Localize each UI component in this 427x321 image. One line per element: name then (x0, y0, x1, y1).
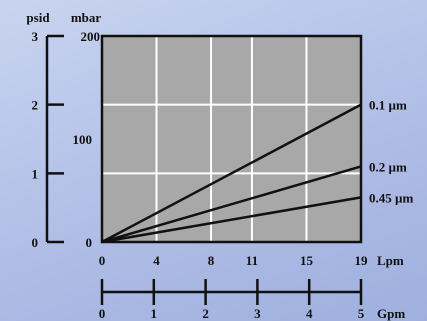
lpm-axis-label: Lpm (377, 253, 404, 268)
gpm-axis-label: Gpm (377, 306, 405, 321)
series-line-2 (101, 165, 362, 244)
series-label: 0.45 µm (369, 190, 413, 205)
psid-axis-label: psid (26, 10, 50, 25)
gpm-tick-label: 4 (306, 306, 313, 321)
lpm-tick-label: 19 (355, 253, 369, 268)
plot-frame (100, 34, 363, 244)
lpm-tick-label: 0 (99, 253, 106, 268)
mbar-tick-label: 200 (81, 29, 101, 44)
mbar-tick-label: 100 (73, 132, 93, 147)
psid-tick-label: 0 (32, 235, 39, 250)
series-label: 0.2 µm (369, 159, 407, 174)
series-line-1 (101, 103, 362, 244)
gpm-tick-label: 0 (99, 306, 106, 321)
lpm-tick-label: 4 (153, 253, 160, 268)
psid-tick-label: 2 (32, 98, 39, 113)
plot-area (102, 36, 361, 242)
gpm-tick-label: 1 (151, 306, 158, 321)
series-label: 0.1 µm (369, 98, 407, 113)
gpm-tick-label: 3 (254, 306, 261, 321)
mbar-axis-label: mbar (71, 10, 102, 25)
lpm-tick-label: 11 (246, 253, 258, 268)
gpm-tick-label: 5 (358, 306, 365, 321)
psid-tick-label: 3 (32, 29, 39, 44)
psid-tick-label: 1 (32, 166, 39, 181)
mbar-tick-label: 0 (86, 235, 93, 250)
lpm-tick-label: 15 (300, 253, 314, 268)
gpm-tick-label: 2 (202, 306, 209, 321)
series-line-3 (101, 196, 362, 244)
lpm-tick-label: 8 (208, 253, 215, 268)
